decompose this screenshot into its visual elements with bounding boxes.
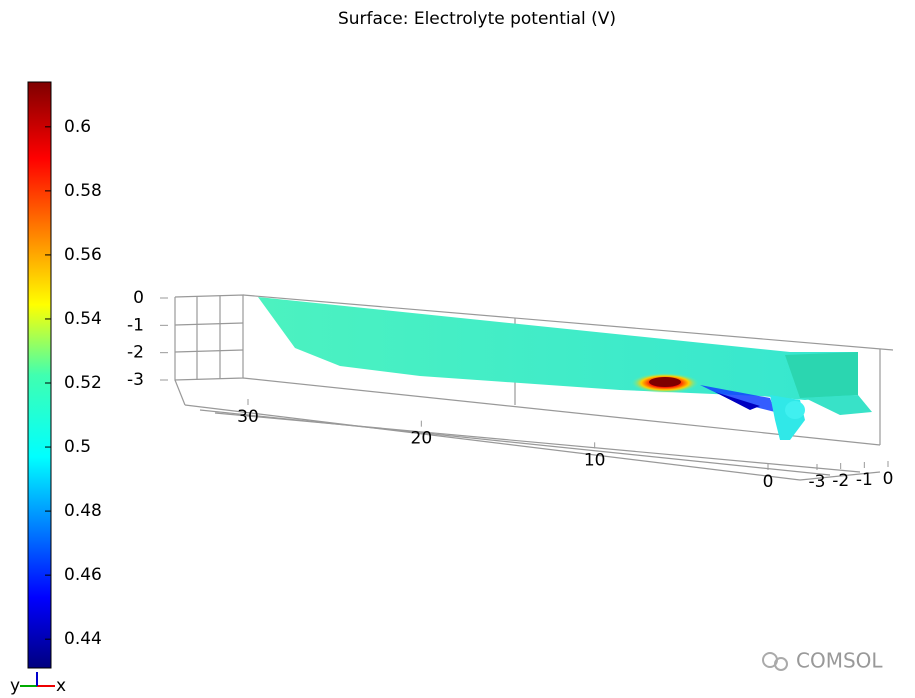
axis-box [174, 294, 894, 481]
axis-tick-label: -3 [127, 370, 144, 390]
watermark-text: COMSOL [796, 649, 883, 673]
colorbar-tick-label: 0.48 [64, 501, 102, 521]
colorbar-tick-label: 0.5 [64, 437, 91, 457]
colorbar-tick-label: 0.44 [64, 629, 102, 649]
colorbar-tick-label: 0.56 [64, 245, 102, 265]
axis-tick-label: 0 [133, 288, 144, 308]
axis-tick-label: -2 [127, 343, 144, 363]
colorbar-tick-label: 0.46 [64, 565, 102, 585]
axis-tick-label: 10 [584, 450, 606, 470]
axis-tick-label: 0 [883, 469, 894, 489]
colorbar [27, 81, 52, 669]
colorbar-tick-label: 0.58 [64, 181, 102, 201]
axis-tick-label: 0 [763, 472, 774, 492]
triad: y x [10, 672, 66, 696]
hull-surface [258, 297, 872, 440]
axis-tick-label: -2 [832, 471, 849, 491]
axis-tick-label: 30 [237, 407, 259, 427]
axis-tick-label: -1 [856, 470, 873, 490]
chart-title: Surface: Electrolyte potential (V) [338, 9, 616, 29]
watermark: COMSOL [762, 649, 883, 673]
colorbar-tick-label: 0.6 [64, 117, 91, 137]
axis-tick-label: -1 [127, 315, 144, 335]
colorbar-tick-label: 0.52 [64, 373, 102, 393]
axis-tick-label: 20 [411, 429, 433, 449]
triad-label: x [56, 676, 66, 696]
triad-label: y [10, 676, 20, 696]
colorbar-tick-label: 0.54 [64, 309, 102, 329]
axis-tick-label: -3 [809, 472, 826, 492]
